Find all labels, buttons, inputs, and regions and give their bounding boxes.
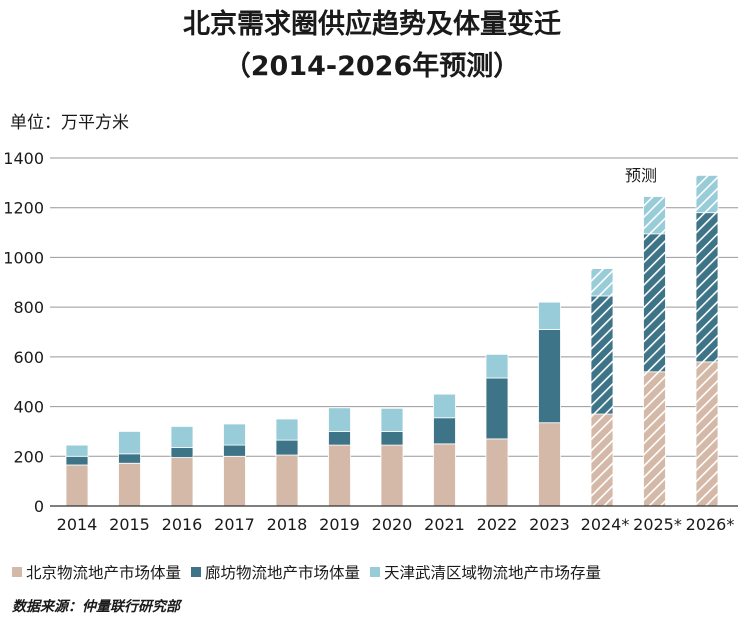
bar-langfang-2015: [118, 453, 141, 464]
legend-swatch-beijing: [12, 567, 22, 577]
bar-tianjin-2018: [275, 418, 299, 441]
bar-beijing-2021: [433, 443, 456, 507]
y-tick-label: 400: [13, 398, 44, 417]
bar-beijing-2025f: [643, 371, 666, 507]
bar-langfang-2016: [170, 447, 194, 458]
unit-label: 单位：万平方米: [10, 113, 129, 133]
bar-langfang-2021: [433, 417, 456, 445]
bar-tianjin-2024f: [590, 268, 614, 297]
stacked-bar-chart: 0 200 400 600 800 1000 1200 1400 2014 2015 2016 201…: [3, 149, 738, 534]
bar-tianjin-2022: [485, 353, 509, 379]
bar-beijing-2016: [170, 457, 194, 507]
x-tick-label: 2015: [109, 515, 150, 534]
x-tick-label: 2019: [319, 515, 360, 534]
source-note: 数据来源：仲量联行研究部: [12, 599, 180, 615]
y-tick-label: 0: [34, 497, 44, 516]
bar-tianjin-2026f: [695, 174, 719, 214]
legend-swatch-langfang: [191, 567, 202, 577]
gridlines: [50, 157, 738, 457]
y-tick-label: 1000: [3, 248, 44, 267]
bar-langfang-2024f: [590, 295, 614, 415]
chart-title-line2: （2014-2026年预测）: [223, 51, 521, 82]
chart-title-line1: 北京需求圈供应趋势及体量变迁: [183, 9, 561, 40]
x-tick-label: 2017: [214, 515, 255, 534]
x-tick-label: 2020: [372, 515, 413, 534]
bar-beijing-2019: [328, 444, 351, 507]
bar-tianjin-2025f: [643, 196, 666, 235]
legend-item-langfang: 廊坊物流地产市场体量: [191, 561, 360, 583]
x-tick-label: 2023: [529, 515, 570, 534]
axes: 0 200 400 600 800 1000 1200 1400 2014 2015 2016 201…: [3, 149, 738, 534]
bar-beijing-2015: [118, 462, 141, 507]
y-tick-label: 200: [13, 447, 44, 466]
bar-tianjin-2017: [223, 423, 246, 446]
bar-tianjin-2016: [170, 426, 194, 448]
bar-langfang-2026f: [695, 212, 719, 363]
bar-beijing-2017: [223, 455, 246, 507]
bar-beijing-2024f: [590, 413, 614, 507]
bar-langfang-2014: [65, 455, 89, 466]
y-tick-label: 1400: [3, 149, 44, 168]
bar-langfang-2018: [275, 439, 299, 456]
bar-langfang-2023: [538, 329, 561, 424]
bar-langfang-2022: [485, 377, 509, 440]
y-tick-label: 800: [13, 298, 44, 317]
x-tick-label: 2016: [162, 515, 203, 534]
x-tick-label: 2021: [424, 515, 465, 534]
forecast-label: 预测: [625, 166, 657, 185]
bar-beijing-2020: [380, 444, 404, 507]
legend-label-tianjin: 天津武清区域物流地产市场存量: [384, 564, 602, 582]
bar-beijing-2026f: [695, 361, 719, 507]
bar-beijing-2022: [485, 438, 509, 507]
legend-swatch-tianjin: [370, 567, 381, 577]
x-tick-label: 2026*: [686, 515, 735, 534]
bar-tianjin-2015: [118, 431, 141, 455]
bars: [65, 174, 719, 507]
y-tick-label: 1200: [3, 199, 44, 218]
legend-item-beijing: 北京物流地产市场体量: [12, 561, 181, 583]
bar-tianjin-2020: [380, 407, 404, 432]
x-tick-label: 2022: [477, 515, 518, 534]
bar-tianjin-2019: [328, 407, 351, 432]
x-tick-label: 2014: [57, 515, 98, 534]
bar-tianjin-2021: [433, 393, 456, 419]
x-tick-label: 2024*: [581, 515, 630, 534]
bar-tianjin-2023: [538, 301, 561, 330]
bar-beijing-2014: [65, 464, 89, 507]
legend-item-tianjin: 天津武清区域物流地产市场存量: [370, 561, 601, 583]
bar-langfang-2017: [223, 444, 246, 457]
legend-label-langfang: 廊坊物流地产市场体量: [205, 564, 361, 582]
legend: 北京物流地产市场体量 廊坊物流地产市场体量 天津武清区域物流地产市场存量: [12, 561, 742, 583]
bar-langfang-2025f: [643, 233, 666, 373]
bar-tianjin-2014: [65, 444, 89, 457]
x-tick-label: 2018: [267, 515, 308, 534]
bar-beijing-2023: [538, 422, 561, 507]
bar-langfang-2020: [380, 431, 404, 446]
y-tick-label: 600: [13, 348, 44, 367]
legend-label-beijing: 北京物流地产市场体量: [26, 564, 182, 582]
bar-langfang-2019: [328, 431, 351, 446]
bar-beijing-2018: [275, 454, 299, 507]
x-tick-label: 2025*: [633, 515, 682, 534]
